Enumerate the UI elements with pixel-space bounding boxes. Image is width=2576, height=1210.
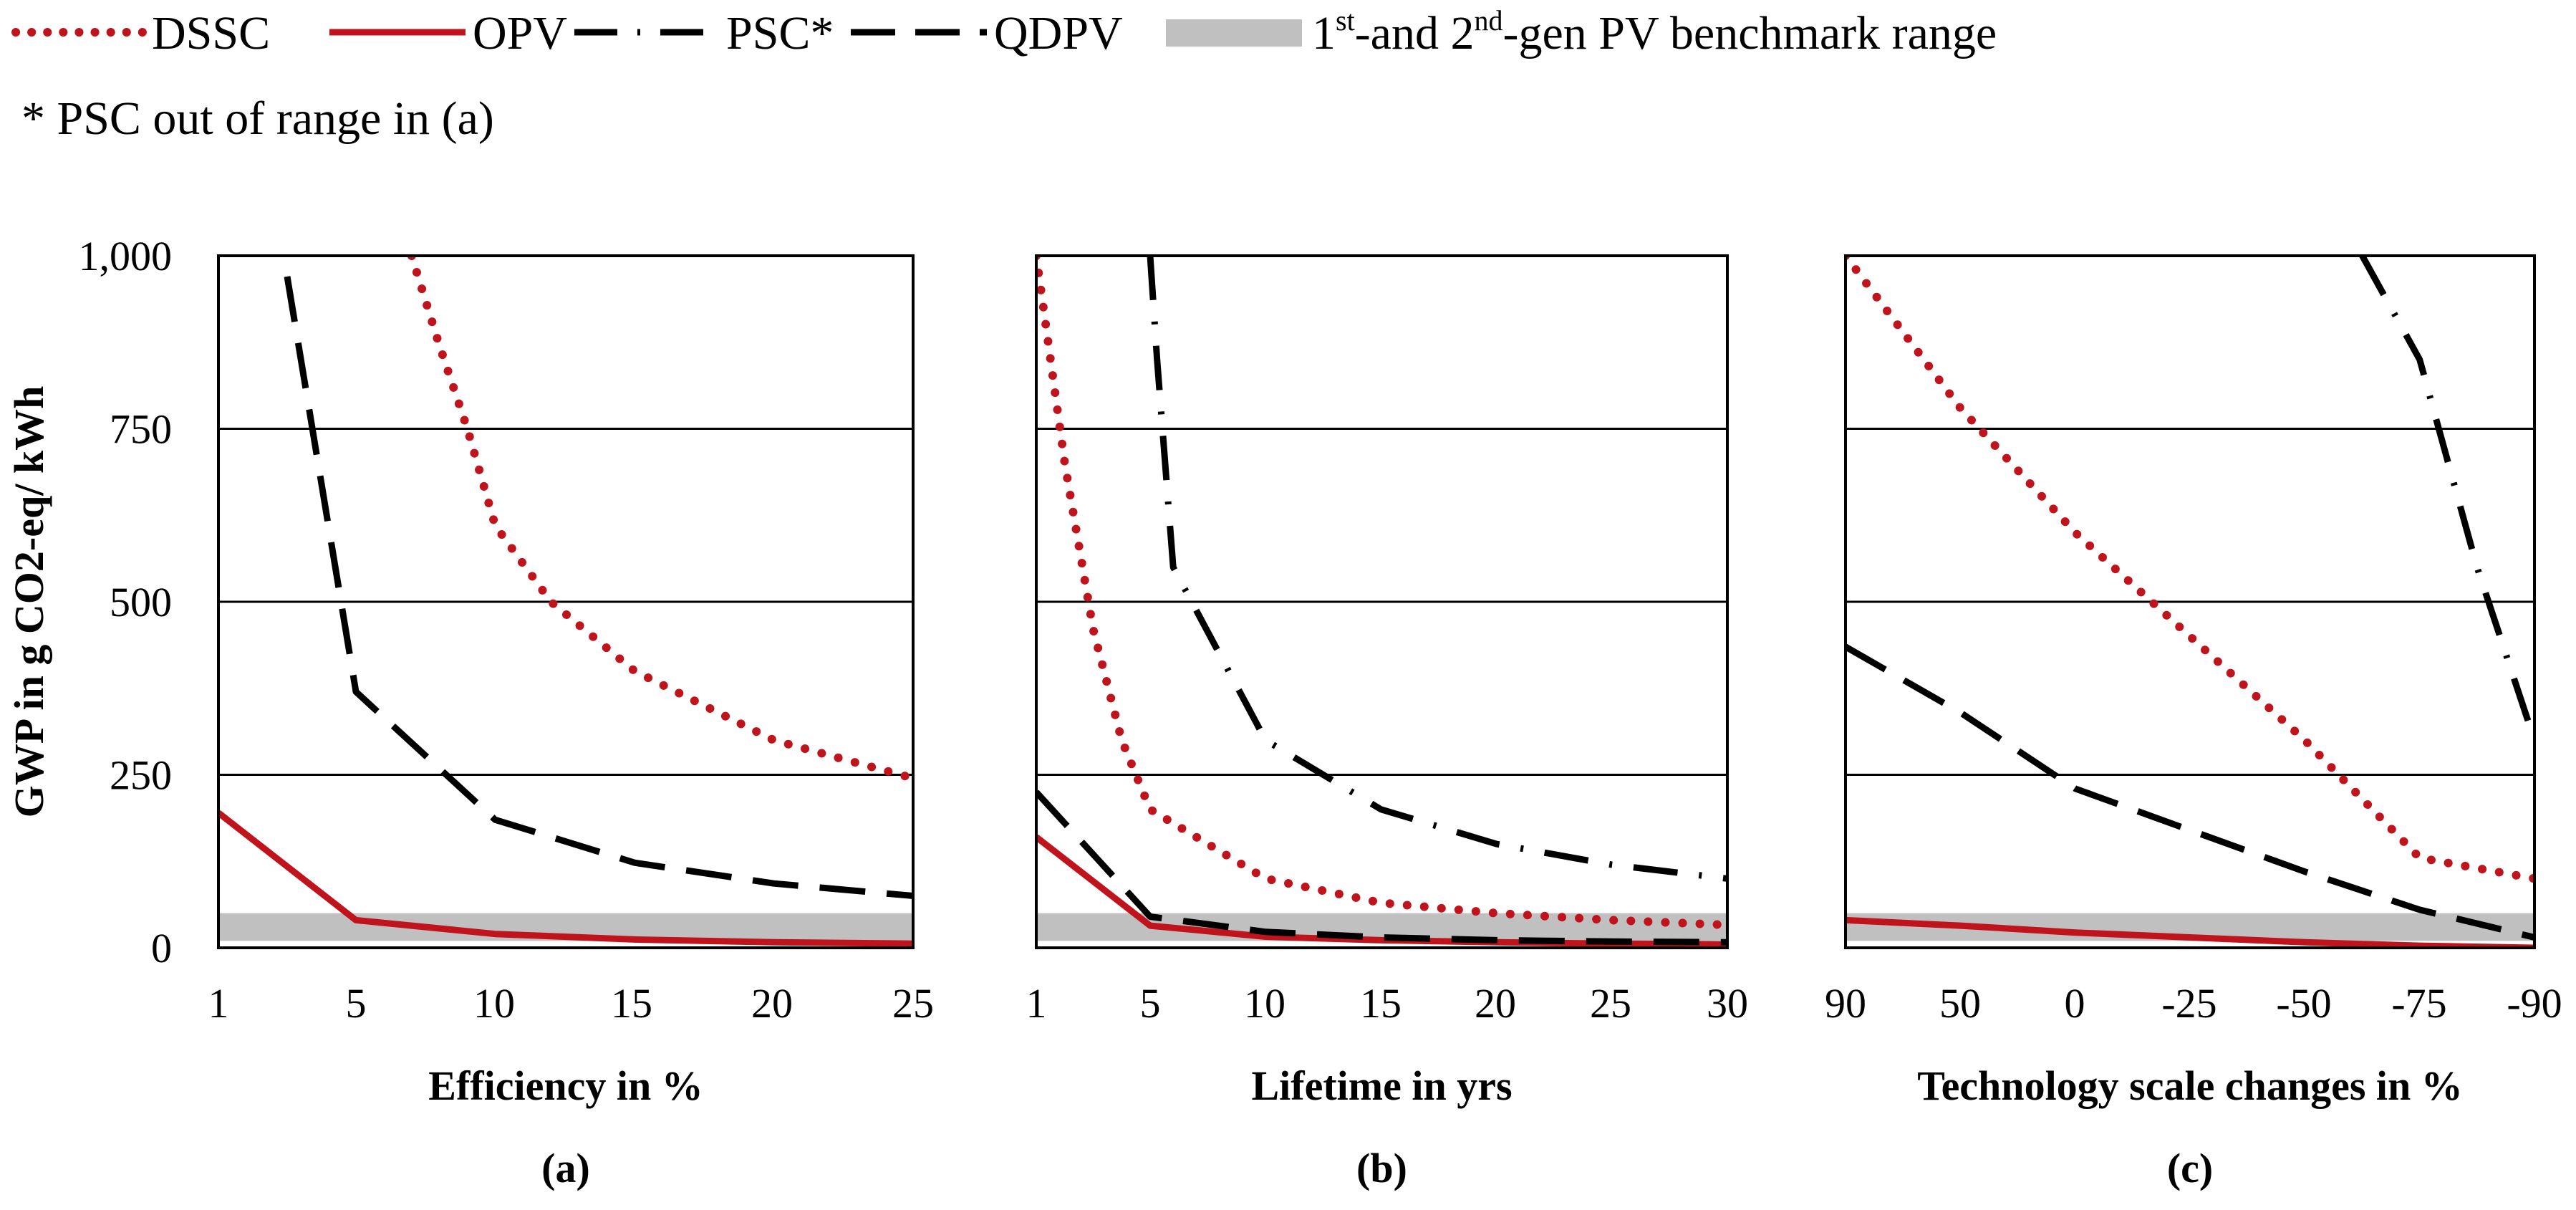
x-tick-label: 15 — [1360, 980, 1402, 1027]
x-tick-label: 5 — [346, 980, 367, 1027]
plot-frame — [1844, 254, 2536, 949]
y-tick-label: 1,000 — [79, 233, 173, 279]
x-tick-label: 25 — [1590, 980, 1631, 1027]
x-tick-label: -50 — [2276, 980, 2331, 1027]
legend-label-qdpv: QDPV — [994, 7, 1123, 59]
x-tick-label: 10 — [1244, 980, 1285, 1027]
plot-frame — [1035, 254, 1729, 949]
x-tick-label: 20 — [751, 980, 793, 1027]
x-tick-label: -90 — [2507, 980, 2562, 1027]
legend-label-benchmark: 1st-and 2nd-gen PV benchmark range — [1312, 4, 1997, 59]
x-tick-label: 90 — [1825, 980, 1866, 1027]
legend-note: * PSC out of range in (a) — [21, 92, 494, 145]
x-tick-label: 1 — [208, 980, 229, 1027]
x-tick-label: 20 — [1475, 980, 1516, 1027]
x-tick-label: 50 — [1939, 980, 1981, 1027]
y-tick-label: 750 — [110, 406, 172, 453]
y-tick-label: 0 — [151, 925, 172, 971]
y-tick-label: 250 — [110, 752, 172, 799]
series-line-qdpv — [284, 276, 913, 899]
series-line-qdpv — [1036, 789, 1727, 946]
x-tick-label: 15 — [611, 980, 652, 1027]
series-line-opv — [218, 810, 913, 947]
x-axis-label: Lifetime in yrs — [1251, 1062, 1512, 1109]
series-line-dssc — [1036, 254, 1727, 930]
x-tick-label: 25 — [892, 980, 934, 1027]
series-line-psc — [1147, 255, 1727, 882]
plot-frame — [217, 254, 915, 949]
x-tick-label: -75 — [2391, 980, 2446, 1027]
series-line-dssc — [1846, 254, 2534, 883]
x-tick-label: 5 — [1140, 980, 1161, 1027]
series-line-qdpv — [1846, 643, 2534, 941]
x-tick-label: 0 — [2065, 980, 2085, 1027]
panel-label: (b) — [1356, 1145, 1407, 1191]
panel-label: (c) — [2167, 1145, 2213, 1191]
legend-label-dssc: DSSC — [152, 7, 271, 59]
x-tick-label: -25 — [2161, 980, 2216, 1027]
series-line-psc — [2359, 254, 2534, 741]
legend-swatches — [11, 19, 1302, 47]
x-tick-label: 10 — [473, 980, 515, 1027]
legend-label-opv: OPV — [473, 7, 568, 59]
x-axis-label: Efficiency in % — [428, 1062, 703, 1109]
series-line-opv — [1846, 916, 2534, 949]
y-axis-label: GWP in g CO2-eq/ kWh — [6, 386, 52, 818]
x-tick-label: 1 — [1026, 980, 1047, 1027]
x-tick-label: 30 — [1707, 980, 1748, 1027]
legend-label-psc: PSC* — [726, 7, 834, 59]
y-tick-label: 500 — [110, 579, 172, 625]
x-axis-label: Technology scale changes in % — [1917, 1062, 2463, 1109]
panel-label: (a) — [541, 1145, 590, 1191]
series-line-dssc — [407, 254, 913, 783]
legend-swatch-benchmark — [1166, 19, 1302, 47]
